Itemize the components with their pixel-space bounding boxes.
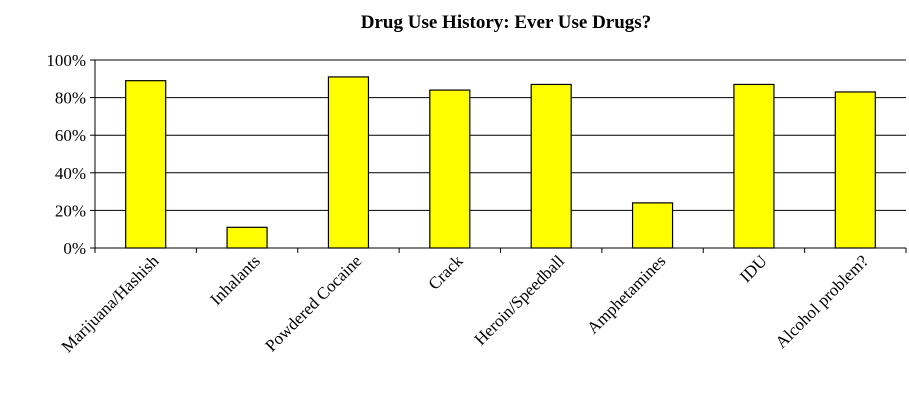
y-tick-label: 60% [55, 126, 86, 145]
chart-title: Drug Use History: Ever Use Drugs? [361, 12, 651, 33]
x-tick-label: Powdered Cocaine [261, 251, 365, 355]
x-tick-label: Heroin/Speedball [470, 251, 568, 349]
axes [94, 60, 906, 249]
x-tick-label: Marijuana/Hashish [58, 251, 163, 356]
y-tick-label: 0% [63, 239, 86, 258]
bar [226, 226, 268, 249]
x-tick-label: Inhalants [206, 251, 264, 309]
y-tick-label: 20% [55, 201, 86, 220]
y-tick-label: 80% [55, 89, 86, 108]
bar [429, 89, 471, 249]
bar [327, 76, 370, 249]
y-tick-labels: 0% 20% 40% 60% 80% 100% [46, 51, 95, 258]
bars [125, 76, 876, 249]
x-tick-label: Amphetamines [583, 251, 669, 337]
bar [733, 83, 775, 249]
x-tick-label: Crack [425, 251, 467, 293]
grid-lines [95, 59, 906, 211]
y-tick-label: 100% [46, 51, 86, 70]
bar [125, 80, 167, 249]
bar [530, 83, 572, 249]
y-tick-label: 40% [55, 164, 86, 183]
x-tick-label: IDU [736, 251, 771, 286]
x-tick-label: Alcohol problem? [772, 251, 873, 352]
bar [834, 91, 876, 249]
bar [631, 202, 674, 249]
